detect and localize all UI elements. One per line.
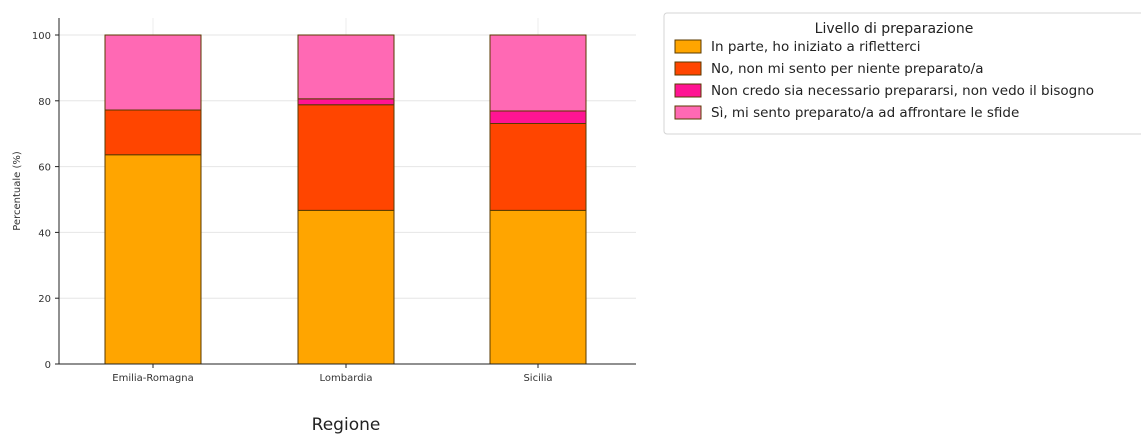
legend-items: In parte, ho iniziato a rifletterci No, n… (674, 39, 1094, 121)
bar-segment (489, 110, 587, 125)
x-tick-label: Sicilia (523, 373, 552, 384)
bars (104, 34, 587, 365)
bar-segment (297, 98, 395, 106)
bar-segment (104, 154, 202, 365)
bar-segment (489, 34, 587, 112)
y-tick-label: 100 (32, 31, 51, 42)
legend-swatch (674, 61, 702, 76)
x-tick-label: Lombardia (320, 373, 373, 384)
legend-frame (663, 12, 1141, 135)
legend-label: In parte, ho iniziato a rifletterci (711, 39, 921, 55)
bar-segment (104, 109, 202, 156)
y-tick-label: 40 (38, 228, 51, 239)
x-tick-label: Emilia-Romagna (112, 373, 193, 384)
bar-segment (297, 104, 395, 211)
y-tick-label: 80 (38, 97, 51, 108)
legend-label: No, non mi sento per niente preparato/a (711, 61, 983, 77)
legend-swatch (674, 83, 702, 98)
y-tick-label: 60 (38, 163, 51, 174)
legend-label: Sì, mi sento preparato/a ad affrontare l… (711, 105, 1019, 121)
bar-segment (297, 34, 395, 100)
bar-segment (297, 209, 395, 365)
legend-swatch (674, 105, 702, 120)
y-tick-label: 20 (38, 294, 51, 305)
legend: Livello di preparazione In parte, ho ini… (663, 12, 1141, 135)
legend-title: Livello di preparazione (815, 21, 974, 37)
legend-label: Non credo sia necessario prepararsi, non… (711, 83, 1094, 99)
legend-swatch (674, 39, 702, 54)
bar-segment (489, 123, 587, 211)
x-axis: Emilia-Romagna Lombardia Sicilia (59, 363, 636, 384)
y-axis: 0 20 40 60 80 100 (32, 18, 60, 371)
x-axis-label: Regione (312, 415, 381, 435)
bar-segment (489, 209, 587, 365)
y-axis-label: Percentuale (%) (12, 151, 23, 231)
y-tick-label: 0 (45, 360, 51, 371)
bar-segment (104, 34, 202, 111)
